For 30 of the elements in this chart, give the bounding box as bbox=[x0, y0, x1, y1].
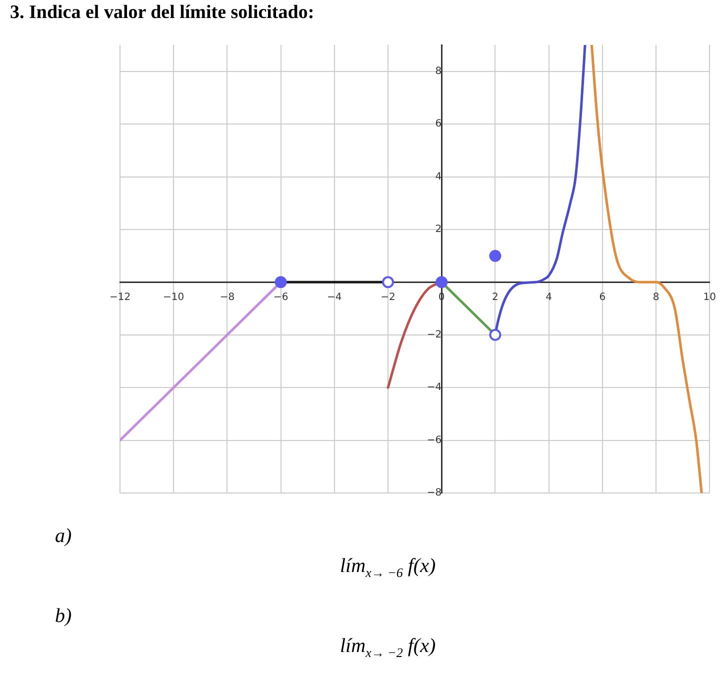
x-tick-label: −10 bbox=[163, 292, 184, 303]
x-tick-label: 10 bbox=[703, 292, 716, 303]
y-tick-label: 8 bbox=[435, 66, 442, 77]
x-tick-label: −12 bbox=[109, 292, 131, 303]
x-tick-label: −8 bbox=[220, 292, 235, 303]
text: lím$_{x→ −6}$ f(x) bbox=[340, 555, 436, 581]
text: b) bbox=[55, 605, 72, 628]
point bbox=[489, 328, 502, 341]
chart-title: 3. Indica el valor del límite solicitado: bbox=[10, 2, 314, 24]
text: a) bbox=[55, 525, 72, 548]
y-tick-label: −8 bbox=[426, 488, 442, 499]
x-tick-label: 4 bbox=[546, 292, 552, 303]
x-tick-label: 6 bbox=[599, 292, 606, 303]
line-series bbox=[590, 45, 703, 493]
x-tick-label: −2 bbox=[380, 292, 396, 303]
y-tick-label: 6 bbox=[435, 118, 442, 130]
y-tick-label: 4 bbox=[435, 171, 442, 182]
text: lím$_{x→ −2}$ f(x) bbox=[340, 635, 436, 661]
x-tick-label: −6 bbox=[273, 292, 288, 303]
x-tick-label: 8 bbox=[652, 292, 660, 303]
y-tick-label: −4 bbox=[426, 382, 442, 394]
x-tick-label: −4 bbox=[327, 292, 342, 303]
x-tick-label: 2 bbox=[492, 292, 498, 303]
y-tick-label: −2 bbox=[426, 329, 442, 340]
y-tick-label: −6 bbox=[426, 434, 442, 446]
point bbox=[274, 276, 287, 288]
point bbox=[382, 276, 394, 288]
y-tick-label: 2 bbox=[435, 224, 442, 236]
point bbox=[489, 250, 502, 262]
point bbox=[436, 276, 448, 288]
